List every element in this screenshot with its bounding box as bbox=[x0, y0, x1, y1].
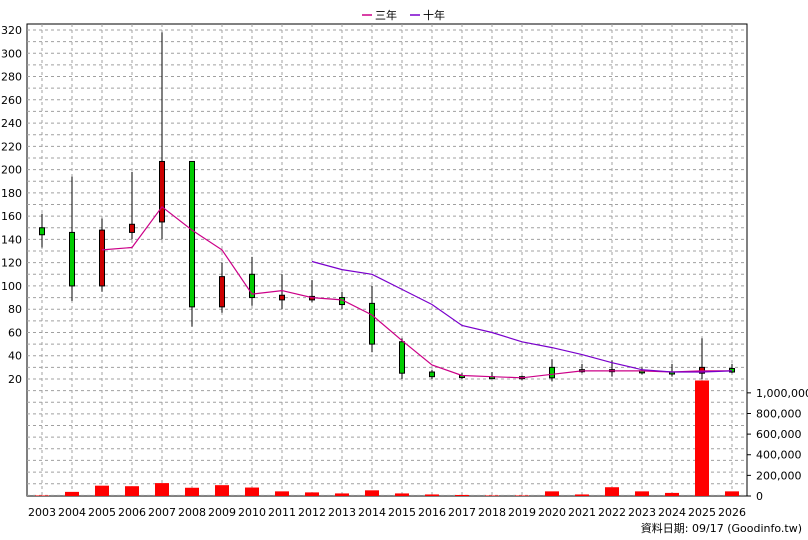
volume-bar-2012 bbox=[305, 492, 319, 496]
volume-bar-2022 bbox=[605, 487, 619, 496]
x-tick-label: 2012 bbox=[298, 506, 326, 519]
price-tick-label: 60 bbox=[8, 326, 22, 339]
candle-body-2005 bbox=[99, 229, 105, 287]
x-tick-label: 2005 bbox=[88, 506, 116, 519]
candle-body-2004 bbox=[69, 231, 75, 287]
candle-body-2015 bbox=[399, 341, 405, 374]
volume-bar-2016 bbox=[425, 494, 439, 496]
price-tick-label: 140 bbox=[1, 233, 22, 246]
price-tick-label: 300 bbox=[1, 47, 22, 60]
x-tick-label: 2014 bbox=[358, 506, 386, 519]
volume-bar-2005 bbox=[95, 485, 109, 496]
plot-frame bbox=[26, 23, 748, 497]
price-tick-label: 120 bbox=[1, 257, 22, 270]
legend-label-10y: 十年 bbox=[423, 8, 445, 22]
price-tick-label: 100 bbox=[1, 280, 22, 293]
x-tick-label: 2013 bbox=[328, 506, 356, 519]
candlesticks bbox=[39, 32, 735, 382]
candle-body-2016 bbox=[429, 371, 435, 378]
x-tick-label: 2015 bbox=[388, 506, 416, 519]
price-tick-label: 40 bbox=[8, 350, 22, 363]
legend-label-3y: 三年 bbox=[375, 8, 397, 22]
volume-tick-label: 200,000 bbox=[756, 469, 802, 482]
x-tick-label: 2009 bbox=[208, 506, 236, 519]
x-tick-label: 2008 bbox=[178, 506, 206, 519]
candle-body-2026 bbox=[729, 368, 735, 373]
candle-body-2020 bbox=[549, 366, 555, 379]
x-tick-label: 2017 bbox=[448, 506, 476, 519]
volume-bar-2024 bbox=[665, 492, 679, 496]
candle-body-2003 bbox=[39, 227, 45, 236]
candle-body-2008 bbox=[189, 160, 195, 308]
volume-bar-2021 bbox=[575, 494, 589, 496]
volume-tick-label: 800,000 bbox=[756, 407, 802, 420]
x-tick-label: 2010 bbox=[238, 506, 266, 519]
volume-bars bbox=[35, 380, 739, 496]
price-tick-label: 20 bbox=[8, 373, 22, 386]
volume-tick-label: 400,000 bbox=[756, 449, 802, 462]
price-tick-label: 260 bbox=[1, 94, 22, 107]
volume-bar-2014 bbox=[365, 490, 379, 496]
volume-bar-2010 bbox=[245, 487, 259, 496]
volume-tick-label: 1,000,000 bbox=[756, 387, 808, 400]
volume-bar-2006 bbox=[125, 486, 139, 496]
x-tick-label: 2020 bbox=[538, 506, 566, 519]
x-tick-label: 2025 bbox=[688, 506, 716, 519]
volume-bar-2026 bbox=[725, 491, 739, 496]
volume-bar-2008 bbox=[185, 487, 199, 496]
price-tick-label: 200 bbox=[1, 164, 22, 177]
volume-tick-label: 0 bbox=[756, 490, 763, 503]
legend: 三年 十年 bbox=[362, 8, 445, 22]
volume-bar-2004 bbox=[65, 491, 79, 496]
volume-tick-label: 600,000 bbox=[756, 428, 802, 441]
volume-bar-2018 bbox=[485, 495, 499, 496]
volume-bar-2017 bbox=[455, 494, 469, 496]
x-tick-label: 2019 bbox=[508, 506, 536, 519]
x-tick-label: 2022 bbox=[598, 506, 626, 519]
volume-bar-2015 bbox=[395, 493, 409, 496]
volume-bar-2013 bbox=[335, 493, 349, 496]
price-tick-label: 80 bbox=[8, 303, 22, 316]
plot-area bbox=[26, 23, 748, 497]
x-tick-label: 2007 bbox=[148, 506, 176, 519]
candle-body-2009 bbox=[219, 276, 225, 308]
candle-body-2006 bbox=[129, 223, 135, 233]
price-tick-label: 220 bbox=[1, 140, 22, 153]
moving-average-lines bbox=[101, 205, 733, 379]
x-tick-label: 2021 bbox=[568, 506, 596, 519]
x-tick-label: 2003 bbox=[28, 506, 56, 519]
volume-bar-2003 bbox=[35, 495, 49, 496]
volume-bar-2025 bbox=[695, 380, 709, 496]
x-tick-label: 2011 bbox=[268, 506, 296, 519]
volume-bar-2007 bbox=[155, 483, 169, 496]
x-tick-label: 2006 bbox=[118, 506, 146, 519]
x-tick-label: 2026 bbox=[718, 506, 746, 519]
x-tick-label: 2023 bbox=[628, 506, 656, 519]
source-note: 資料日期: 09/17 (Goodinfo.tw) bbox=[641, 521, 802, 535]
price-tick-label: 240 bbox=[1, 117, 22, 130]
x-tick-label: 2024 bbox=[658, 506, 686, 519]
grid-lines bbox=[27, 24, 747, 496]
volume-bar-2019 bbox=[515, 495, 529, 496]
candle-body-2010 bbox=[249, 273, 255, 299]
x-tick-label: 2018 bbox=[478, 506, 506, 519]
series-line-0 bbox=[101, 205, 732, 379]
price-tick-label: 280 bbox=[1, 71, 22, 84]
price-tick-label: 160 bbox=[1, 210, 22, 223]
candle-body-2011 bbox=[279, 294, 285, 301]
x-tick-label: 2004 bbox=[58, 506, 86, 519]
volume-bar-2020 bbox=[545, 491, 559, 496]
price-tick-label: 320 bbox=[1, 24, 22, 37]
axes: 20 40 60 80 100 120 140 160 180 200 220 240 260 280 30… bbox=[1, 24, 808, 519]
volume-bar-2023 bbox=[635, 491, 649, 496]
series-line-1 bbox=[311, 260, 733, 373]
candle-body-2007 bbox=[159, 160, 165, 223]
candle-body-2025 bbox=[699, 366, 705, 374]
volume-bar-2011 bbox=[275, 491, 289, 496]
candle-body-2014 bbox=[369, 302, 375, 345]
price-tick-label: 180 bbox=[1, 187, 22, 200]
x-tick-label: 2016 bbox=[418, 506, 446, 519]
volume-bar-2009 bbox=[215, 485, 229, 496]
